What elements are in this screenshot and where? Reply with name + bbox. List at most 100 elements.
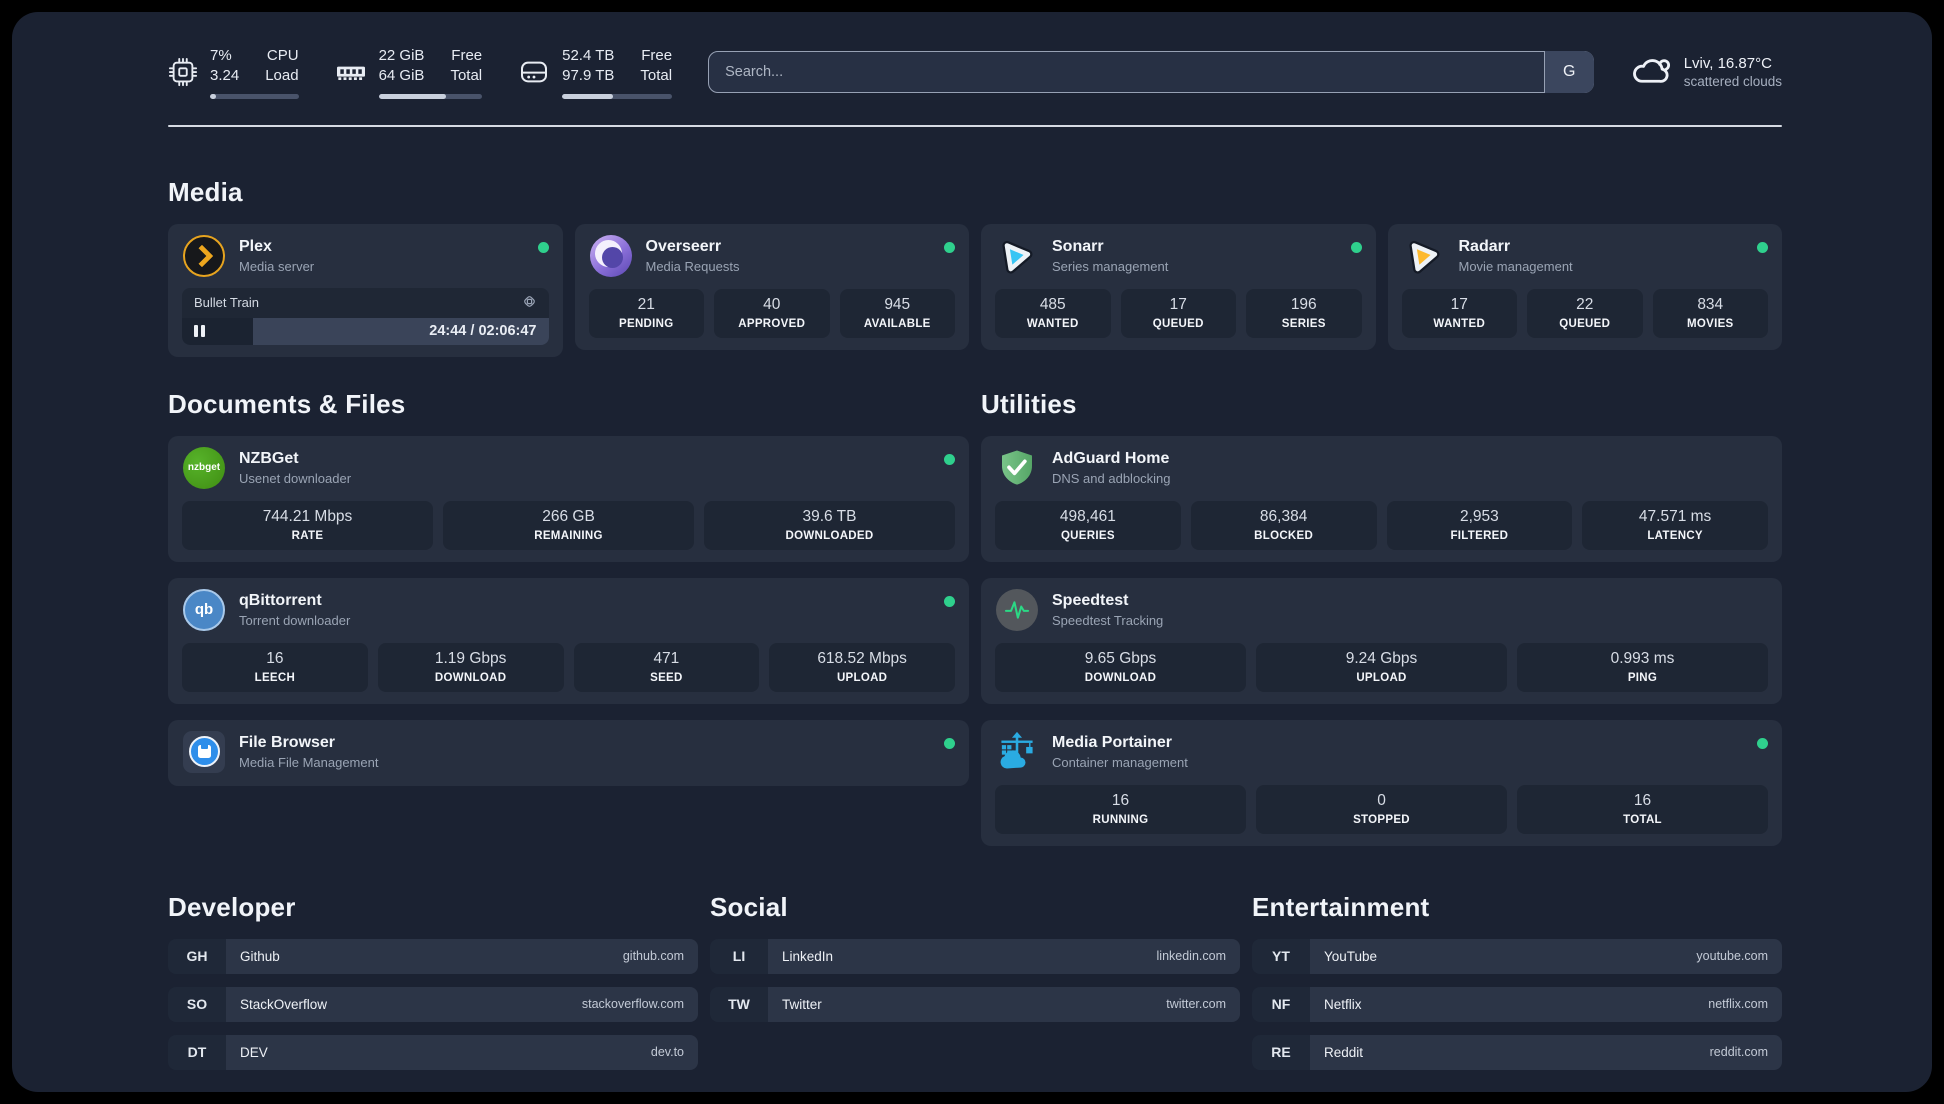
session-title: Bullet Train: [194, 295, 260, 310]
service-name: File Browser: [239, 733, 336, 751]
playback-time: 24:44 / 02:06:47: [429, 323, 537, 339]
service-card-qbittorrent[interactable]: qb qBittorrent Torrent downloader 16 LEE…: [168, 577, 969, 704]
section-title-developer: Developer: [168, 891, 296, 922]
status-dot: [1350, 241, 1362, 253]
service-card-speedtest[interactable]: Speedtest Speedtest Tracking 9.65 Gbps D…: [981, 577, 1782, 704]
service-description: Container management: [1052, 754, 1188, 770]
bookmark-abbr: TW: [710, 986, 768, 1022]
service-card-portainer[interactable]: Media Portainer Container management 16 …: [981, 719, 1782, 846]
stat-tile: 39.6 TB DOWNLOADED: [704, 500, 955, 550]
service-card-adguard[interactable]: AdGuard Home DNS and adblocking 498,461 …: [981, 435, 1782, 562]
stat-tile: 9.24 Gbps UPLOAD: [1256, 642, 1507, 692]
filebrowser-icon: [182, 730, 226, 774]
qbittorrent-icon: qb: [182, 588, 226, 632]
bookmark-abbr: SO: [168, 986, 226, 1022]
cpu-progress-bar: [210, 93, 299, 99]
bookmark-name: Netflix: [1324, 996, 1362, 1012]
bookmark-name: LinkedIn: [782, 948, 834, 964]
section-documents: Documents & Files nzbget NZBGet Usenet d…: [168, 389, 969, 786]
bookmark-name: Github: [240, 948, 280, 964]
stat-tile: 22 QUEUED: [1527, 288, 1643, 338]
bookmark-github[interactable]: GH Github github.com: [168, 938, 698, 974]
service-name: AdGuard Home: [1052, 449, 1170, 467]
bookmark-name: DEV: [240, 1044, 268, 1060]
ram-icon: [335, 56, 367, 88]
service-card-nzbget[interactable]: nzbget NZBGet Usenet downloader 744.21 M…: [168, 435, 969, 562]
section-title-documents: Documents & Files: [168, 388, 406, 419]
section-title-utilities: Utilities: [981, 388, 1077, 419]
stat-tile: 16 RUNNING: [995, 784, 1246, 834]
pause-icon[interactable]: [194, 325, 205, 337]
bookmark-twitter[interactable]: TW Twitter twitter.com: [710, 986, 1240, 1022]
bookmark-youtube[interactable]: YT YouTube youtube.com: [1252, 938, 1782, 974]
gear-icon: [522, 294, 537, 312]
stat-tile: 86,384 BLOCKED: [1190, 500, 1377, 550]
service-card-filebrowser[interactable]: File Browser Media File Management: [168, 719, 969, 786]
stat-tile: 0.993 ms PING: [1517, 642, 1768, 692]
plex-icon: [182, 234, 226, 278]
status-dot: [1757, 737, 1768, 749]
bookmarks-entertainment: Entertainment YT YouTube youtube.com NF …: [1252, 892, 1782, 1083]
service-name: Sonarr: [1052, 237, 1104, 255]
service-description: Media File Management: [239, 754, 379, 770]
bookmark-abbr: YT: [1252, 938, 1310, 974]
section-utilities: Utilities: [981, 389, 1782, 846]
service-name: NZBGet: [239, 449, 299, 467]
stat-tile: 17 QUEUED: [1120, 288, 1236, 338]
disk-labels: Free Total: [640, 47, 673, 85]
service-card-overseerr[interactable]: Overseerr Media Requests 21 PENDING 40 A…: [574, 223, 969, 350]
stat-tile: 618.52 Mbps UPLOAD: [769, 642, 955, 692]
status-dot: [537, 241, 549, 253]
stat-tile: 2,953 FILTERED: [1386, 500, 1573, 550]
system-stats: 7% 3.24 CPU Load: [168, 46, 673, 99]
bookmark-reddit[interactable]: RE Reddit reddit.com: [1252, 1034, 1782, 1070]
cpu-icon: [168, 57, 198, 87]
bookmark-name: StackOverflow: [240, 996, 328, 1012]
plex-now-playing: Bullet Train 24:44 / 02:06:47: [182, 287, 549, 345]
stat-tile: 834 MOVIES: [1652, 288, 1768, 338]
service-description: Torrent downloader: [239, 612, 351, 628]
stat-tile: 266 GB REMAINING: [443, 500, 694, 550]
service-name: qBittorrent: [239, 591, 322, 609]
search-provider-button[interactable]: G: [1543, 51, 1594, 94]
weather-summary: Lviv, 16.87°C: [1683, 55, 1772, 73]
section-title-social: Social: [710, 891, 788, 922]
cloud-icon: [1630, 52, 1672, 93]
disk-icon: [518, 56, 550, 88]
service-card-radarr[interactable]: Radarr Movie management 17 WANTED 22 QUE…: [1387, 223, 1782, 350]
sonarr-icon: [995, 234, 1039, 278]
bookmark-name: Twitter: [782, 996, 822, 1012]
bookmark-url: github.com: [622, 949, 684, 963]
service-card-plex[interactable]: Plex Media server Bullet Train: [168, 223, 563, 357]
bookmark-url: stackoverflow.com: [581, 997, 684, 1011]
header-divider: [168, 124, 1782, 127]
status-dot: [944, 737, 955, 749]
stat-tile: 498,461 QUERIES: [995, 500, 1181, 550]
service-description: Movie management: [1458, 258, 1573, 274]
bookmark-url: youtube.com: [1696, 949, 1768, 963]
bookmark-abbr: DT: [168, 1034, 226, 1070]
status-dot: [1757, 241, 1768, 253]
stat-tile: 471 SEED: [573, 642, 760, 692]
bookmark-dev[interactable]: DT DEV dev.to: [168, 1034, 698, 1070]
service-name: Speedtest: [1052, 591, 1129, 609]
bookmark-url: twitter.com: [1166, 997, 1226, 1011]
bookmark-netflix[interactable]: NF Netflix netflix.com: [1252, 986, 1782, 1022]
service-description: Usenet downloader: [239, 470, 352, 486]
status-dot: [944, 453, 955, 465]
bookmark-stackoverflow[interactable]: SO StackOverflow stackoverflow.com: [168, 986, 698, 1022]
portainer-icon: [995, 730, 1039, 774]
bookmark-abbr: LI: [710, 938, 768, 974]
section-title-media: Media: [168, 176, 243, 207]
stat-tile: 16 TOTAL: [1517, 784, 1768, 834]
service-card-sonarr[interactable]: Sonarr Series management 485 WANTED 17 Q…: [981, 223, 1376, 350]
search-input[interactable]: [708, 51, 1594, 94]
bookmark-url: netflix.com: [1708, 997, 1768, 1011]
bookmark-abbr: RE: [1252, 1034, 1310, 1070]
weather-condition: scattered clouds: [1683, 74, 1782, 90]
bookmark-linkedin[interactable]: LI LinkedIn linkedin.com: [710, 938, 1240, 974]
stat-tile: 1.19 Gbps DOWNLOAD: [377, 642, 564, 692]
stat-tile: 17 WANTED: [1401, 288, 1517, 338]
service-name: Overseerr: [645, 237, 722, 255]
search-bar: G: [708, 51, 1594, 94]
